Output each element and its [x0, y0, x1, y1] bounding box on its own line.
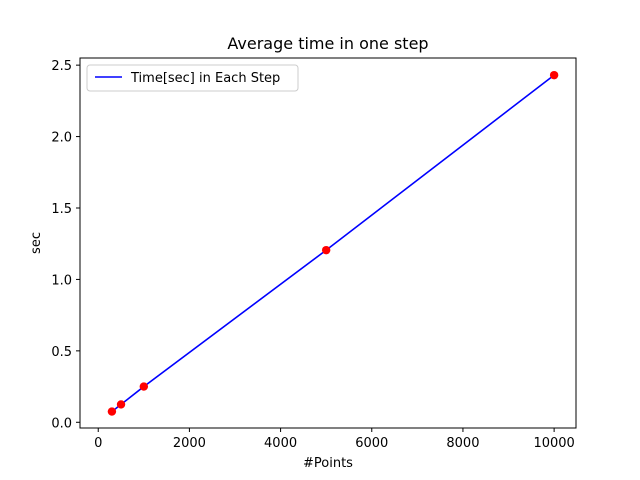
y-axis-ticks: 0.0 0.5 1.0 1.5 2.0 2.5: [51, 59, 80, 431]
legend-entry-label: Time[sec] in Each Step: [130, 71, 280, 86]
legend-box: [86, 64, 299, 92]
y-tick-label: 0.5: [51, 345, 72, 360]
x-axis-label: #Points: [303, 456, 353, 471]
y-tick-label: 2.5: [51, 59, 72, 74]
plot-area: [80, 58, 576, 428]
chart-title: Average time in one step: [227, 34, 428, 53]
data-point: [139, 382, 149, 391]
x-tick-label: 4000: [264, 436, 297, 451]
x-axis-ticks: 0 2000 4000 6000 8000 10000: [94, 428, 575, 451]
x-tick-label: 10000: [533, 436, 574, 451]
y-tick-label: 0.0: [51, 416, 72, 431]
y-tick-label: 2.0: [51, 131, 72, 146]
plot-background: [80, 58, 576, 428]
y-tick-label: 1.5: [51, 202, 72, 217]
x-tick-label: 8000: [446, 436, 479, 451]
legend: Time[sec] in Each Step: [86, 64, 299, 92]
plot-frame: [79, 57, 577, 429]
x-tick-label: 6000: [355, 436, 388, 451]
x-tick-label: 0: [94, 436, 102, 451]
x-tick-label: 2000: [173, 436, 206, 451]
y-axis-label: sec: [29, 232, 44, 254]
data-point: [107, 407, 117, 416]
y-tick-label: 1.0: [51, 273, 72, 288]
data-point: [116, 400, 126, 409]
series-layer: [107, 70, 559, 416]
data-point: [549, 70, 559, 80]
data-point: [321, 245, 331, 255]
